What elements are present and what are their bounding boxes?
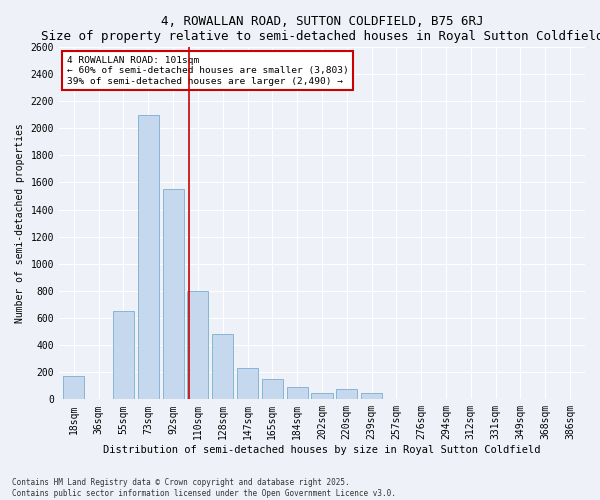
Bar <box>287 387 308 400</box>
Bar <box>187 291 208 400</box>
Text: Contains HM Land Registry data © Crown copyright and database right 2025.
Contai: Contains HM Land Registry data © Crown c… <box>12 478 396 498</box>
Bar <box>212 334 233 400</box>
Bar <box>237 368 258 400</box>
Bar <box>361 393 382 400</box>
Text: 4 ROWALLAN ROAD: 101sqm
← 60% of semi-detached houses are smaller (3,803)
39% of: 4 ROWALLAN ROAD: 101sqm ← 60% of semi-de… <box>67 56 349 86</box>
Bar <box>163 190 184 400</box>
X-axis label: Distribution of semi-detached houses by size in Royal Sutton Coldfield: Distribution of semi-detached houses by … <box>103 445 541 455</box>
Bar <box>311 392 332 400</box>
Title: 4, ROWALLAN ROAD, SUTTON COLDFIELD, B75 6RJ
Size of property relative to semi-de: 4, ROWALLAN ROAD, SUTTON COLDFIELD, B75 … <box>41 15 600 43</box>
Bar <box>113 311 134 400</box>
Bar <box>262 379 283 400</box>
Bar <box>63 376 85 400</box>
Y-axis label: Number of semi-detached properties: Number of semi-detached properties <box>15 124 25 323</box>
Bar <box>138 114 159 400</box>
Bar <box>336 389 358 400</box>
